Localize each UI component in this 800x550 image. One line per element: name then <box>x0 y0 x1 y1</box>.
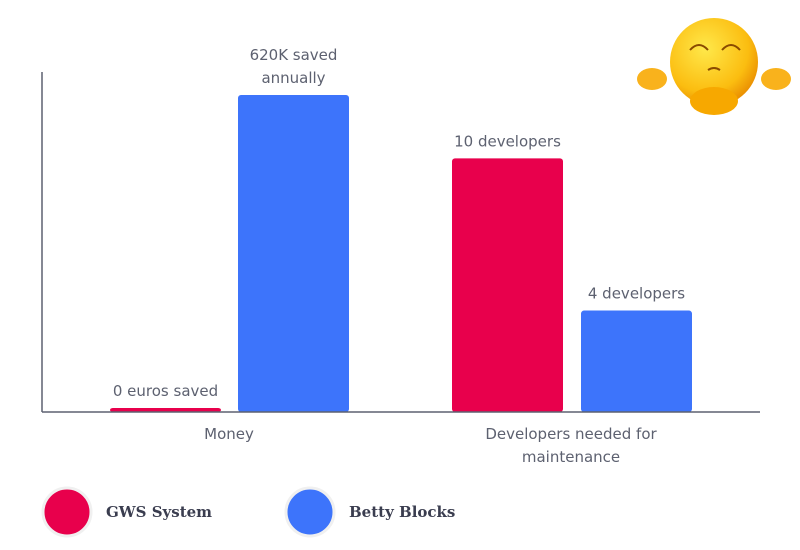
legend-label: Betty Blocks <box>349 503 455 521</box>
data-label: 620K saved annually <box>250 46 338 87</box>
bar-betty-blocks <box>238 95 349 412</box>
bar-gws-system <box>110 408 221 412</box>
legend-swatch-gws <box>41 486 93 538</box>
legend: GWS System Betty Blocks <box>41 486 455 538</box>
category-label: Developers needed for maintenance <box>485 425 657 466</box>
meditating-emoji-icon <box>637 18 791 115</box>
data-label: 0 euros saved <box>113 382 218 400</box>
bar-gws-system <box>452 158 563 412</box>
bar-betty-blocks <box>581 310 692 412</box>
legend-swatch-betty <box>284 486 336 538</box>
legend-label: GWS System <box>106 503 212 521</box>
category-label: Money <box>204 425 254 443</box>
data-label: 4 developers <box>588 285 685 303</box>
data-label: 10 developers <box>454 132 561 150</box>
